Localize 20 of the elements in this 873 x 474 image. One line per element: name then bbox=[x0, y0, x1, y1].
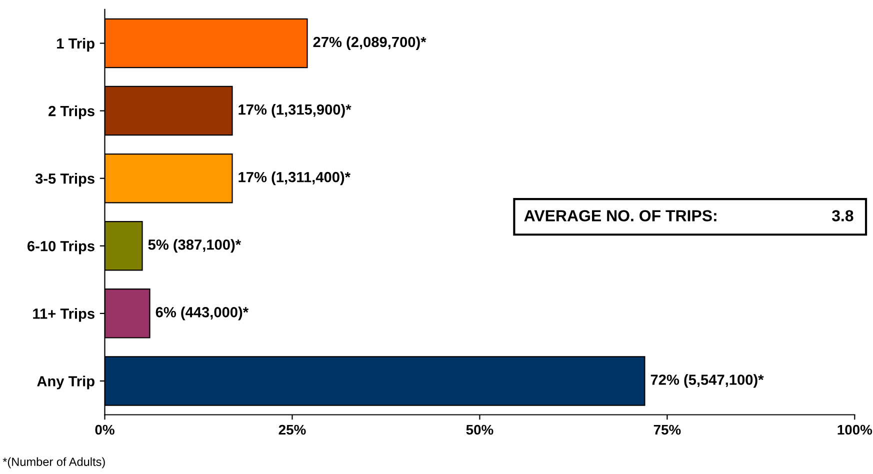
data-label: 6% (443,000)* bbox=[156, 306, 249, 320]
annotation: 3.8 bbox=[832, 210, 854, 222]
x-tick-label: 100% bbox=[838, 424, 872, 435]
text: *(Number of Adults) bbox=[2, 457, 105, 468]
x-tick-label: 25% bbox=[278, 424, 306, 435]
y-tick-label: 2 Trips bbox=[48, 106, 94, 120]
x-tick-label: 0% bbox=[95, 424, 114, 435]
y-tick-label: 1 Trip bbox=[57, 38, 94, 52]
y-tick-label: 3-5 Trips bbox=[35, 173, 94, 187]
y-tick-label: Any Trip bbox=[37, 376, 94, 390]
y-tick-label: 6-10 Trips bbox=[27, 240, 94, 254]
y-tick-label: 11+ Trips bbox=[33, 308, 94, 322]
annotation: AVERAGE NO. OF TRIPS: bbox=[524, 210, 716, 222]
x-tick-label: 75% bbox=[654, 424, 681, 435]
data-label: 17% (1,311,400)* bbox=[238, 172, 350, 186]
data-label: 27% (2,089,700)* bbox=[313, 36, 426, 50]
x-tick-label: 50% bbox=[466, 424, 494, 435]
data-label: 72% (5,547,100)* bbox=[650, 374, 764, 388]
data-label: 5% (387,100)* bbox=[148, 239, 242, 253]
data-label: 17% (1,315,900)* bbox=[238, 104, 352, 118]
